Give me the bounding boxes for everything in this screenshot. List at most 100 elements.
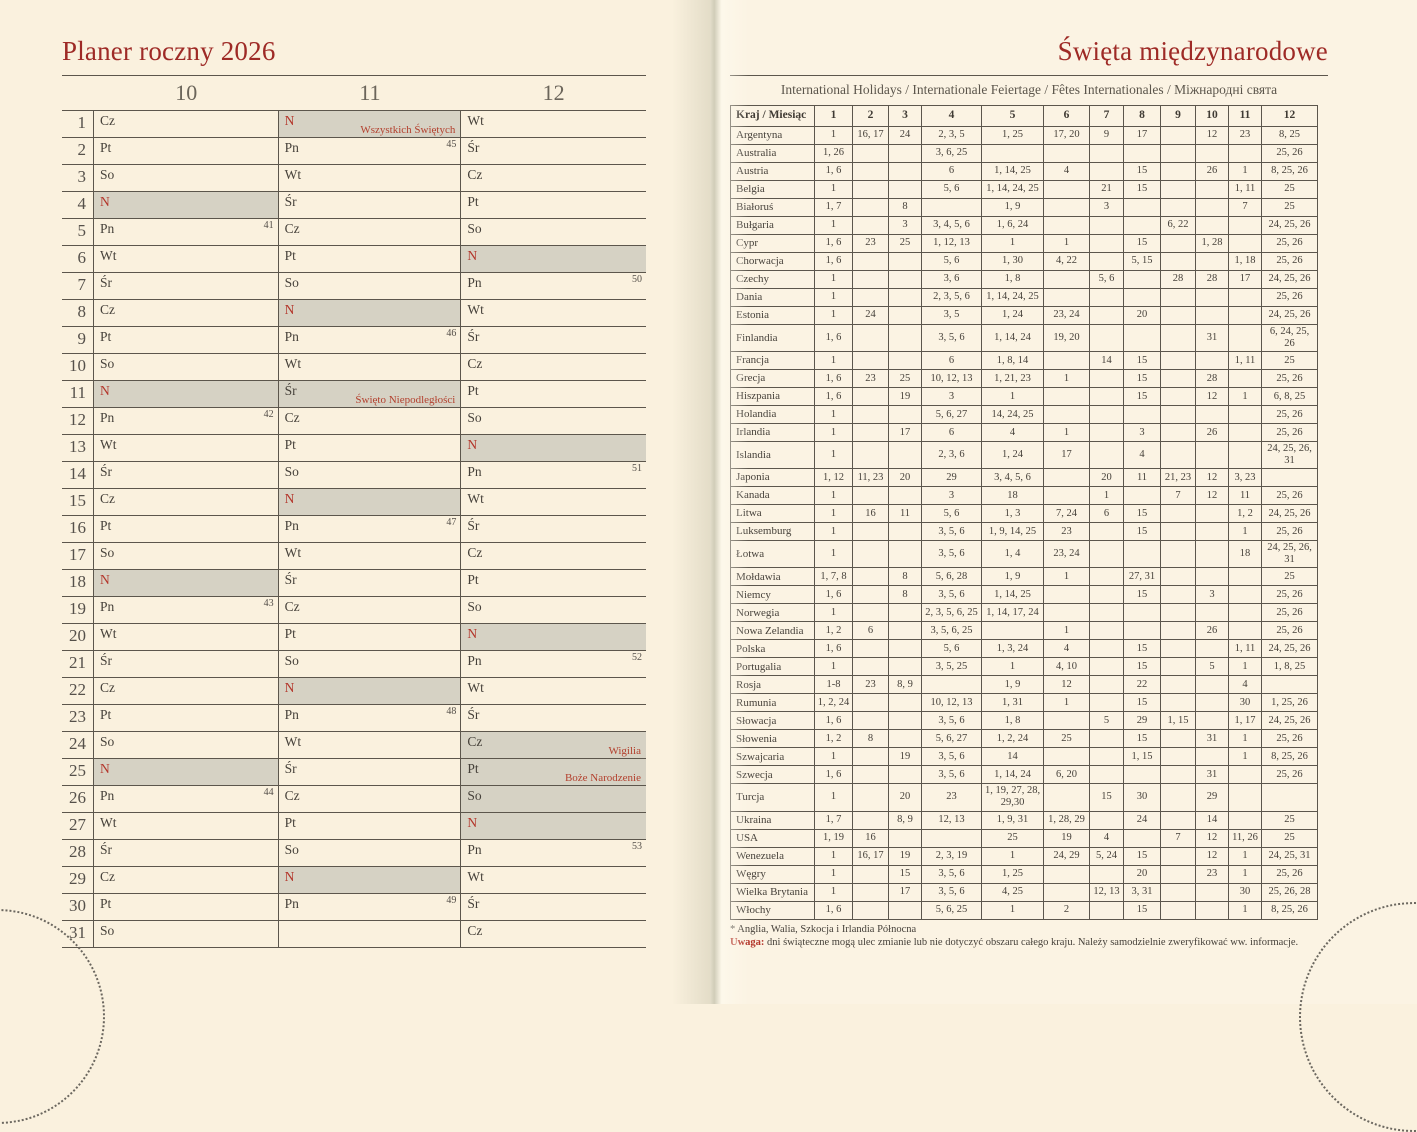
weekday-label: Wt: [284, 734, 302, 749]
month-holidays-cell: 1: [981, 846, 1044, 866]
table-row: Austria 1, 6 6 1, 14, 25 4 15 26 1 8, 25, 26: [730, 162, 1318, 181]
year-planner-table: 1 Cz N Wszystkich Świętych Wt 2 Pt Pn 45 Śr 3 So Wt C…: [62, 110, 646, 948]
month-holidays-cell: 1, 28, 29: [1043, 810, 1090, 830]
month-holidays-cell: 25: [1261, 198, 1318, 217]
month-holidays-cell: 4: [1228, 675, 1262, 695]
weekday-label: Pt: [467, 194, 479, 209]
footnote-note-prefix: Uwaga:: [730, 936, 765, 948]
month-holidays-cell: [1195, 180, 1229, 199]
calendar-row: 6 Wt Pt N: [62, 246, 646, 273]
month-holidays-cell: 6: [1089, 504, 1124, 524]
table-row: Cypr 1, 6 23 25 1, 12, 13 1 1 15 1, 28 25, 26: [730, 234, 1318, 253]
month-holidays-cell: 1, 6: [814, 162, 853, 181]
country-cell: Islandia: [730, 441, 815, 470]
month-holidays-cell: [852, 252, 889, 271]
month-holidays-cell: [1089, 522, 1124, 542]
month-holidays-cell: 6: [852, 621, 889, 641]
month-holidays-cell: 3, 5, 6: [921, 711, 982, 731]
month-holidays-cell: 1: [814, 882, 853, 902]
column-header-month: 8: [1123, 105, 1161, 127]
weekday-label: N: [467, 815, 478, 830]
month-holidays-cell: [1043, 486, 1090, 506]
month-holidays-cell: 6, 20: [1043, 765, 1090, 785]
month-holidays-cell: 23: [1043, 522, 1090, 542]
month-holidays-cell: 23: [1195, 864, 1229, 884]
month-holidays-cell: [1043, 387, 1090, 407]
month-holidays-cell: 1: [814, 846, 853, 866]
month-holidays-cell: 3, 5, 6: [921, 747, 982, 767]
table-row: Holandia 1 5, 6, 27 14, 24, 25 25, 26: [730, 405, 1318, 425]
month-holidays-cell: [1228, 765, 1262, 785]
table-row: Słowacja 1, 6 3, 5, 6 1, 8 5 29 1, 15 1, 17 24, …: [730, 711, 1318, 731]
calendar-row: 7 Śr So Pn 50: [62, 273, 646, 300]
month-holidays-cell: [1228, 441, 1262, 470]
month-holidays-cell: [1089, 585, 1124, 605]
month-holidays-cell: [1195, 900, 1229, 920]
weekday-label: So: [284, 653, 299, 668]
month-holidays-cell: 1, 6: [814, 711, 853, 731]
month-holidays-cell: 1: [814, 540, 853, 569]
day-cell: Pn 51: [461, 462, 646, 488]
weekday-label: Wt: [467, 113, 484, 128]
country-cell: Turcja: [730, 783, 815, 812]
month-holidays-cell: 1: [814, 603, 853, 623]
weekday-label: So: [284, 842, 299, 857]
month-holidays-cell: 29: [1123, 711, 1161, 731]
month-holidays-cell: [1089, 864, 1124, 884]
country-cell: Argentyna: [730, 126, 815, 145]
day-cell: Wt: [461, 300, 646, 326]
month-holidays-cell: 25, 26: [1261, 864, 1318, 884]
month-holidays-cell: 15: [1123, 180, 1161, 199]
month-holidays-cell: 5, 6: [921, 252, 982, 271]
month-holidays-cell: [1089, 747, 1124, 767]
month-holidays-cell: 15: [1123, 900, 1161, 920]
month-holidays-cell: [888, 900, 922, 920]
month-holidays-cell: [852, 864, 889, 884]
country-cell: Polska: [730, 639, 815, 659]
month-holidays-cell: 17: [1228, 270, 1262, 289]
day-cell: So: [279, 840, 462, 866]
month-holidays-cell: [1089, 729, 1124, 749]
month-holidays-cell: 25, 26: [1261, 144, 1318, 163]
month-holidays-cell: [1195, 747, 1229, 767]
month-holidays-cell: 30: [1228, 693, 1262, 713]
month-holidays-cell: 1, 14, 24: [981, 765, 1044, 785]
day-cell: Pt: [279, 435, 462, 461]
month-holidays-cell: [888, 657, 922, 677]
month-holidays-cell: [1043, 711, 1090, 731]
day-cell: Wt: [279, 732, 462, 758]
day-cell: N: [93, 570, 279, 596]
table-row: Francja 1 6 1, 8, 14 14 15 1, 11 25: [730, 351, 1318, 371]
month-holidays-cell: 1, 28: [1195, 234, 1229, 253]
month-holidays-cell: [888, 486, 922, 506]
week-number: 53: [632, 841, 642, 852]
month-holidays-cell: 25, 26: [1261, 729, 1318, 749]
month-holidays-cell: 1, 6: [814, 323, 853, 353]
month-holidays-cell: [1089, 387, 1124, 407]
month-holidays-cell: 1-8: [814, 675, 853, 695]
day-cell: Wt: [94, 246, 279, 272]
day-number: 28: [62, 840, 94, 866]
day-cell: Pt: [94, 894, 279, 920]
month-holidays-cell: 1, 31: [981, 693, 1044, 713]
table-row: Wielka Brytania 1 17 3, 5, 6 4, 25 12, 13 3, 3…: [730, 882, 1318, 902]
month-holidays-cell: 3, 5, 6: [921, 882, 982, 902]
month-holidays-cell: 25, 26: [1261, 288, 1318, 307]
weekday-label: Śr: [467, 329, 480, 344]
month-holidays-cell: 1, 3, 24: [981, 639, 1044, 659]
week-number: 45: [446, 139, 457, 150]
holiday-note: Święto Niepodległości: [355, 394, 456, 406]
country-cell: Niemcy: [730, 585, 815, 605]
weekday-label: N: [99, 383, 110, 398]
day-cell: Pn 53: [461, 840, 646, 866]
country-cell: Estonia: [730, 306, 815, 325]
month-holidays-cell: [1160, 198, 1196, 217]
month-holidays-cell: 2, 3, 5, 6, 25: [921, 603, 982, 623]
month-holidays-cell: 4: [1043, 162, 1090, 181]
weekday-label: So: [99, 356, 115, 371]
month-holidays-cell: 3: [1195, 585, 1229, 605]
month-holidays-cell: 17, 20: [1043, 126, 1090, 145]
month-holidays-cell: [888, 405, 922, 425]
month-holidays-cell: 23: [852, 675, 889, 695]
month-holidays-cell: [1160, 323, 1196, 353]
